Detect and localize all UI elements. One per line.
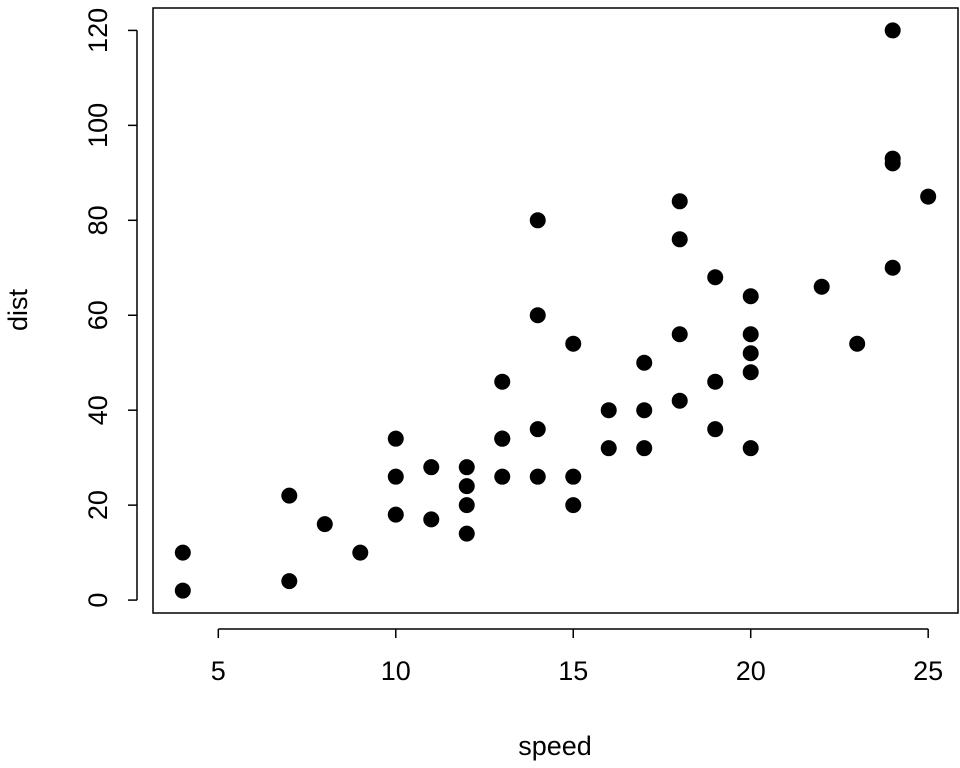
point [529,307,546,324]
y-tick-label: 60 [83,300,113,330]
point [423,459,440,476]
point [813,278,830,295]
point [707,373,724,390]
x-tick-label: 20 [736,656,766,686]
point [352,544,369,561]
point [387,468,404,485]
point [458,459,475,476]
point [600,402,617,419]
y-tick-label: 80 [83,205,113,235]
point [600,440,617,457]
point [529,421,546,438]
point [565,335,582,352]
point [281,487,298,504]
plot-box [152,7,959,614]
y-tick-label: 100 [83,103,113,148]
y-tick-label: 120 [83,8,113,53]
point [458,525,475,542]
point [494,468,511,485]
point [494,430,511,447]
point [742,440,759,457]
point [742,345,759,362]
x-tick-label: 15 [558,656,588,686]
x-tick-label: 5 [211,656,226,686]
point [565,497,582,514]
point [671,326,688,343]
y-tick-label: 40 [83,395,113,425]
point [174,544,191,561]
point [636,440,653,457]
x-tick-label: 25 [913,656,943,686]
point [742,288,759,305]
point [387,506,404,523]
point [636,354,653,371]
x-axis-label: speed [518,731,592,761]
point [671,392,688,409]
point [174,582,191,599]
point [884,150,901,167]
point [920,188,937,205]
point [529,468,546,485]
point [742,364,759,381]
point [458,478,475,495]
point [884,259,901,276]
point [742,326,759,343]
y-tick-label: 20 [83,490,113,520]
point [636,402,653,419]
point [671,193,688,210]
x-tick-label: 10 [381,656,411,686]
point [707,421,724,438]
point [281,573,298,590]
y-tick-label: 0 [83,593,113,608]
point [671,231,688,248]
y-axis-label: dist [3,289,33,332]
point [884,22,901,39]
point [458,497,475,514]
point [529,212,546,229]
point [423,511,440,528]
point [387,430,404,447]
point [316,516,333,533]
point [565,468,582,485]
point [494,373,511,390]
point [707,269,724,286]
point [849,335,866,352]
